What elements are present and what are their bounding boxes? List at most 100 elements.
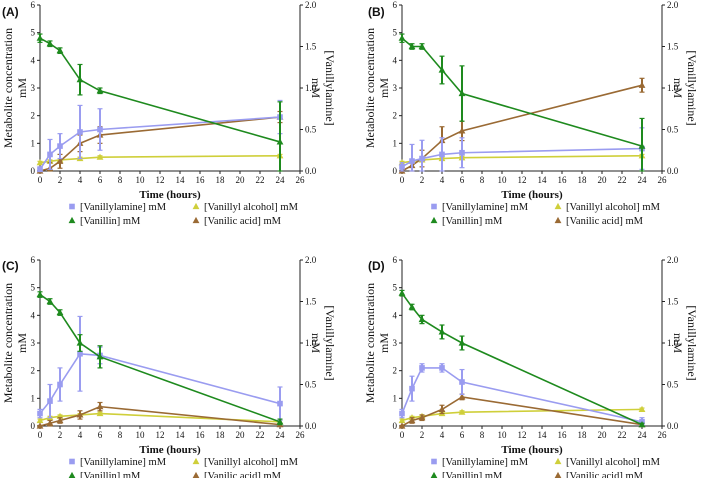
x-tick-label: 26	[296, 430, 306, 440]
y-tick-label: 3	[31, 83, 36, 93]
data-point	[398, 34, 406, 41]
x-tick-label: 12	[156, 430, 165, 440]
data-point	[418, 315, 426, 323]
y-tick-label: 5	[31, 283, 36, 293]
series-vanillylamine	[399, 127, 645, 172]
y2-axis-label-line: mM	[309, 78, 323, 98]
x-tick-label: 24	[638, 430, 648, 440]
x-tick-label: 26	[296, 175, 306, 185]
legend-marker	[554, 471, 562, 478]
x-tick-label: 18	[578, 175, 588, 185]
series-line	[39, 116, 281, 170]
x-tick-label: 2	[420, 175, 425, 185]
data-point	[399, 164, 405, 170]
legend-marker	[68, 216, 76, 224]
series-line	[401, 37, 643, 147]
data-point	[276, 418, 284, 425]
series-vanillylamine	[37, 99, 283, 173]
data-point	[458, 127, 466, 134]
data-point	[47, 151, 53, 158]
data-point	[459, 379, 465, 385]
series-line	[401, 292, 643, 426]
chart-panel-b: (B)0 2 4 6 8 10 12 14 16 18 20 22 24 2601234560.00.51…	[363, 0, 699, 227]
y2-axis-label-line: [Vanillylamine]	[323, 305, 337, 380]
x-tick-label: 10	[136, 430, 146, 440]
legend-label: [Vanillyl alcohol] mM	[566, 202, 661, 213]
data-point	[96, 153, 104, 160]
panel-label: (A)	[2, 5, 19, 19]
legend-marker	[192, 471, 200, 478]
y2-tick-label: 0.0	[305, 421, 317, 431]
y-tick-label: 3	[393, 83, 398, 93]
x-tick-label: 8	[480, 430, 485, 440]
y-tick-label: 3	[31, 338, 36, 348]
legend-marker	[554, 216, 562, 224]
x-tick-label: 20	[236, 430, 246, 440]
panel-label: (B)	[368, 5, 385, 19]
legend-label: [Vanillin] mM	[80, 471, 141, 478]
data-point	[419, 365, 425, 371]
y-axis-label-line: mM	[15, 78, 29, 98]
legend: [Vanillylamine] mM [Vanillyl alcohol] mM […	[68, 457, 299, 478]
y-tick-label: 1	[393, 138, 398, 148]
data-point	[56, 157, 64, 164]
x-tick-label: 18	[578, 430, 588, 440]
legend-marker	[69, 203, 75, 210]
x-tick-label: 8	[118, 175, 123, 185]
x-tick-label: 14	[538, 175, 548, 185]
y2-tick-label: 2.0	[667, 0, 679, 10]
series-vanillyl-alcohol	[398, 152, 646, 166]
y2-axis-label-line: mM	[309, 333, 323, 353]
y2-axis-label: [Vanillylamine]mM	[671, 305, 699, 380]
series-line	[39, 154, 281, 164]
y-tick-label: 0	[31, 166, 36, 176]
series-vanillin	[36, 33, 284, 172]
y2-tick-label: 0.0	[667, 166, 679, 176]
data-point	[438, 66, 446, 73]
x-tick-label: 4	[440, 430, 445, 440]
data-point	[96, 353, 104, 360]
y-tick-label: 3	[393, 338, 398, 348]
x-tick-label: 16	[196, 430, 206, 440]
x-tick-label: 12	[156, 175, 165, 185]
data-point	[276, 138, 284, 145]
y-tick-label: 0	[31, 421, 36, 431]
y2-tick-label: 1.5	[305, 42, 317, 52]
x-tick-label: 18	[216, 430, 226, 440]
x-tick-label: 4	[78, 175, 83, 185]
y-tick-label: 5	[31, 28, 36, 38]
data-point	[97, 126, 103, 133]
legend-label: [Vanilic acid] mM	[566, 471, 644, 478]
legend-label: [Vanillyl alcohol] mM	[204, 202, 299, 213]
legend-marker	[431, 203, 437, 210]
x-tick-label: 10	[498, 175, 508, 185]
chart-panel-c: (C)0 2 4 6 8 10 12 14 16 18 20 22 24 2601234560.00.51…	[1, 255, 337, 478]
data-point	[277, 400, 283, 407]
data-point	[56, 308, 64, 316]
series-line	[401, 367, 643, 423]
legend-label: [Vanillin] mM	[442, 471, 503, 478]
data-point	[638, 421, 646, 428]
data-point	[398, 289, 406, 296]
y-axis-label-line: mM	[377, 333, 391, 353]
data-point	[398, 416, 406, 424]
y-tick-label: 2	[31, 111, 36, 121]
y-axis-label-line: Metabolite concentration	[363, 28, 377, 148]
data-point	[96, 87, 104, 94]
legend-label: [Vanilic acid] mM	[566, 216, 644, 227]
data-point	[438, 328, 446, 335]
legend-marker	[69, 458, 75, 465]
y-tick-label: 4	[31, 310, 36, 320]
x-tick-label: 22	[618, 430, 627, 440]
y2-axis-label: [Vanillylamine]mM	[309, 305, 337, 380]
x-tick-label: 16	[196, 175, 206, 185]
y2-axis-label-line: [Vanillylamine]	[685, 50, 699, 125]
y-tick-label: 6	[31, 0, 36, 10]
x-tick-label: 12	[518, 175, 527, 185]
data-point	[46, 419, 54, 426]
y-tick-label: 6	[393, 255, 398, 265]
legend: [Vanillylamine] mM [Vanillyl alcohol] mM […	[68, 202, 299, 227]
data-point	[36, 290, 44, 298]
data-point	[37, 410, 43, 417]
x-tick-label: 10	[498, 430, 508, 440]
